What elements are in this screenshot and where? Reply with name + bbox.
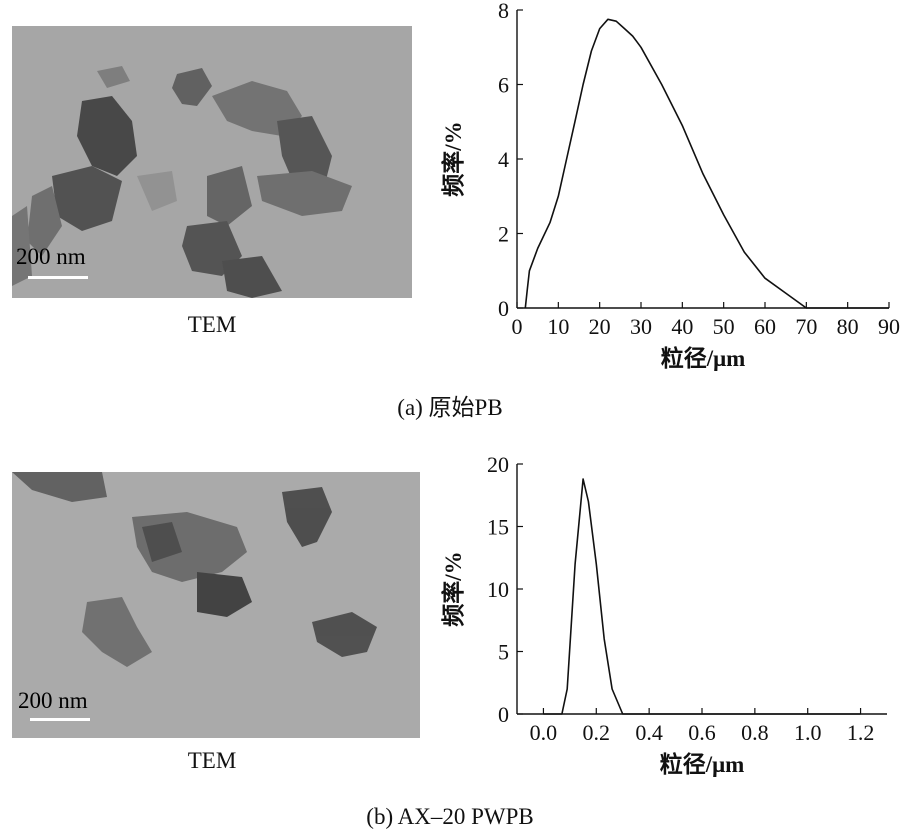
y-tick-label: 5	[498, 640, 509, 665]
y-tick-label: 4	[498, 147, 509, 172]
x-tick-label: 0.8	[741, 720, 769, 745]
tem-image-b: 200 nm	[12, 472, 420, 738]
y-tick-label: 6	[498, 73, 509, 98]
scale-bar-a	[28, 276, 88, 279]
tem-caption-b: TEM	[187, 748, 237, 773]
x-tick-label: 10	[547, 314, 569, 339]
chart-svg-a: 0 10 20 30 40 50 60 70 80 90 0 2 4 6 8 粒径/μm 频率/%	[440, 0, 900, 371]
x-tick-label: 90	[878, 314, 900, 339]
x-tick-label: 0.0	[530, 720, 558, 745]
x-axis-label: 粒径/μm	[660, 751, 745, 777]
scale-bar-b	[30, 718, 90, 721]
chart-svg-b: 0.0 0.2 0.4 0.6 0.8 1.0 1.2 0 5 10 15 20 粒径/μm 频率/%	[440, 452, 887, 777]
x-tick-label: 1.2	[847, 720, 875, 745]
y-tick-label: 2	[498, 222, 509, 247]
x-tick-label: 80	[837, 314, 859, 339]
subfigure-caption-b: (b) AX–20 PWPB	[366, 804, 534, 829]
series-line	[524, 18, 889, 309]
tem-micrograph-b	[12, 472, 420, 738]
x-tick-label: 70	[795, 314, 817, 339]
y-tick-label: 15	[487, 515, 509, 540]
x-axis-label: 粒径/μm	[661, 345, 746, 371]
x-tick-label: 1.0	[794, 720, 822, 745]
y-tick-label: 10	[487, 577, 509, 602]
tem-image-a: 200 nm	[12, 26, 412, 298]
x-tick-label: 0.2	[583, 720, 611, 745]
x-tick-label: 50	[713, 314, 735, 339]
x-tick-label: 0.4	[635, 720, 663, 745]
x-tick-label: 20	[589, 314, 611, 339]
y-axis-label: 频率/%	[440, 121, 466, 196]
tem-caption-a: TEM	[187, 312, 237, 337]
y-tick-label: 0	[498, 296, 509, 321]
y-tick-label: 8	[498, 0, 509, 23]
y-axis-label: 频率/%	[440, 551, 466, 626]
tem-micrograph-a	[12, 26, 412, 298]
x-tick-label: 0	[512, 314, 523, 339]
x-tick-label: 0.6	[688, 720, 716, 745]
y-tick-label: 20	[487, 452, 509, 477]
scale-label-b: 200 nm	[18, 688, 88, 713]
x-tick-label: 30	[630, 314, 652, 339]
x-tick-label: 40	[671, 314, 693, 339]
scale-label-a: 200 nm	[16, 244, 86, 269]
subfigure-caption-a: (a) 原始PB	[397, 395, 503, 420]
series-line	[543, 478, 861, 715]
x-tick-label: 60	[754, 314, 776, 339]
y-tick-label: 0	[498, 702, 509, 727]
